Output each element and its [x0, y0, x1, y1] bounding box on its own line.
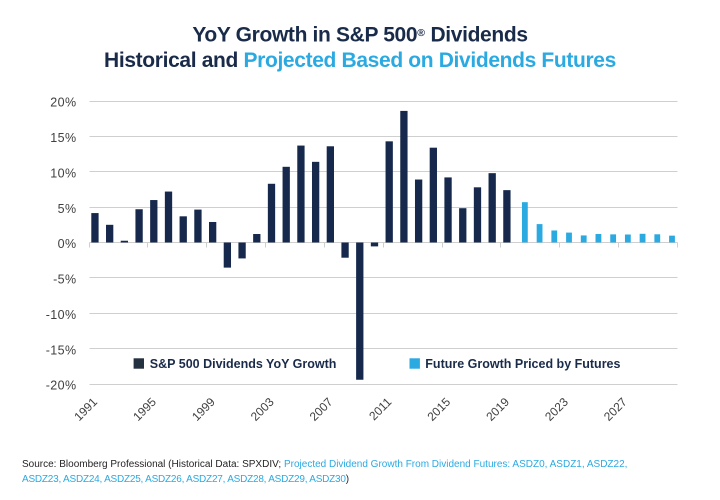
svg-text:2011: 2011 — [366, 395, 394, 423]
svg-text:5%: 5% — [58, 202, 77, 216]
svg-text:1991: 1991 — [71, 395, 100, 424]
svg-text:-5%: -5% — [53, 273, 76, 287]
svg-text:10%: 10% — [50, 166, 76, 180]
svg-text:1999: 1999 — [189, 395, 218, 424]
svg-text:2007: 2007 — [307, 395, 336, 424]
svg-text:15%: 15% — [50, 131, 76, 145]
svg-text:20%: 20% — [50, 96, 76, 110]
svg-text:Future Growth Priced by Future: Future Growth Priced by Futures — [425, 357, 620, 371]
svg-text:2003: 2003 — [248, 395, 277, 424]
svg-text:-20%: -20% — [46, 379, 77, 393]
svg-text:S&P 500 Dividends YoY Growth: S&P 500 Dividends YoY Growth — [150, 357, 337, 371]
svg-text:2027: 2027 — [601, 395, 630, 424]
svg-text:1995: 1995 — [130, 395, 159, 424]
svg-text:0%: 0% — [58, 237, 77, 251]
svg-text:-15%: -15% — [46, 343, 77, 357]
svg-text:2019: 2019 — [483, 395, 512, 424]
svg-text:-10%: -10% — [46, 308, 77, 322]
svg-text:2015: 2015 — [424, 395, 453, 424]
svg-text:2023: 2023 — [542, 395, 571, 424]
